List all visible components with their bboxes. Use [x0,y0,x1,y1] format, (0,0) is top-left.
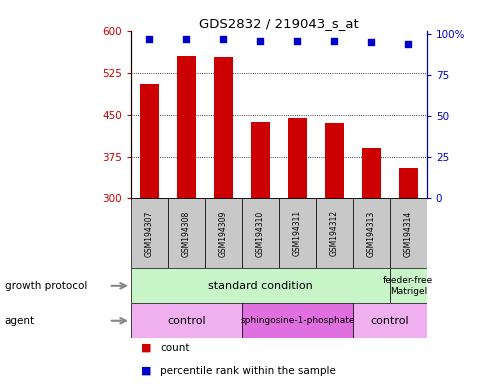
Bar [251,122,269,199]
Bar [398,168,417,199]
Bar [278,199,315,268]
Text: count: count [160,343,189,353]
Point [145,36,153,42]
Text: GSM194312: GSM194312 [329,210,338,257]
Text: ■: ■ [140,343,151,353]
Text: GSM194313: GSM194313 [366,210,375,257]
Point [219,36,227,42]
Bar [324,123,343,199]
Text: GSM194309: GSM194309 [218,210,227,257]
Text: GSM194307: GSM194307 [145,210,153,257]
Bar [242,303,352,338]
Bar [167,199,204,268]
Text: growth protocol: growth protocol [5,281,87,291]
Text: GSM194308: GSM194308 [182,210,191,257]
Text: GSM194311: GSM194311 [292,210,301,257]
Bar [214,57,232,199]
Bar [131,199,167,268]
Text: feeder-free
Matrigel: feeder-free Matrigel [382,276,433,296]
Point [182,36,190,42]
Bar [352,303,426,338]
Text: sphingosine-1-phosphate: sphingosine-1-phosphate [240,316,354,325]
Bar [352,199,389,268]
Text: percentile rank within the sample: percentile rank within the sample [160,366,335,376]
Text: GSM194314: GSM194314 [403,210,412,257]
Text: ■: ■ [140,366,151,376]
Bar [131,268,389,303]
Point [256,38,264,44]
Text: control: control [370,316,408,326]
Bar [204,199,242,268]
Text: control: control [167,316,205,326]
Point [330,38,337,44]
Text: agent: agent [5,316,35,326]
Bar [177,56,195,199]
Bar [131,303,242,338]
Bar [287,119,306,199]
Point [404,41,411,47]
Bar [389,199,426,268]
Title: GDS2832 / 219043_s_at: GDS2832 / 219043_s_at [198,17,358,30]
Text: GSM194310: GSM194310 [256,210,264,257]
Point [367,39,375,45]
Bar [140,84,158,199]
Bar [362,148,380,199]
Bar [242,199,278,268]
Text: standard condition: standard condition [208,281,312,291]
Point [293,38,301,44]
Bar [315,199,352,268]
Bar [389,268,426,303]
